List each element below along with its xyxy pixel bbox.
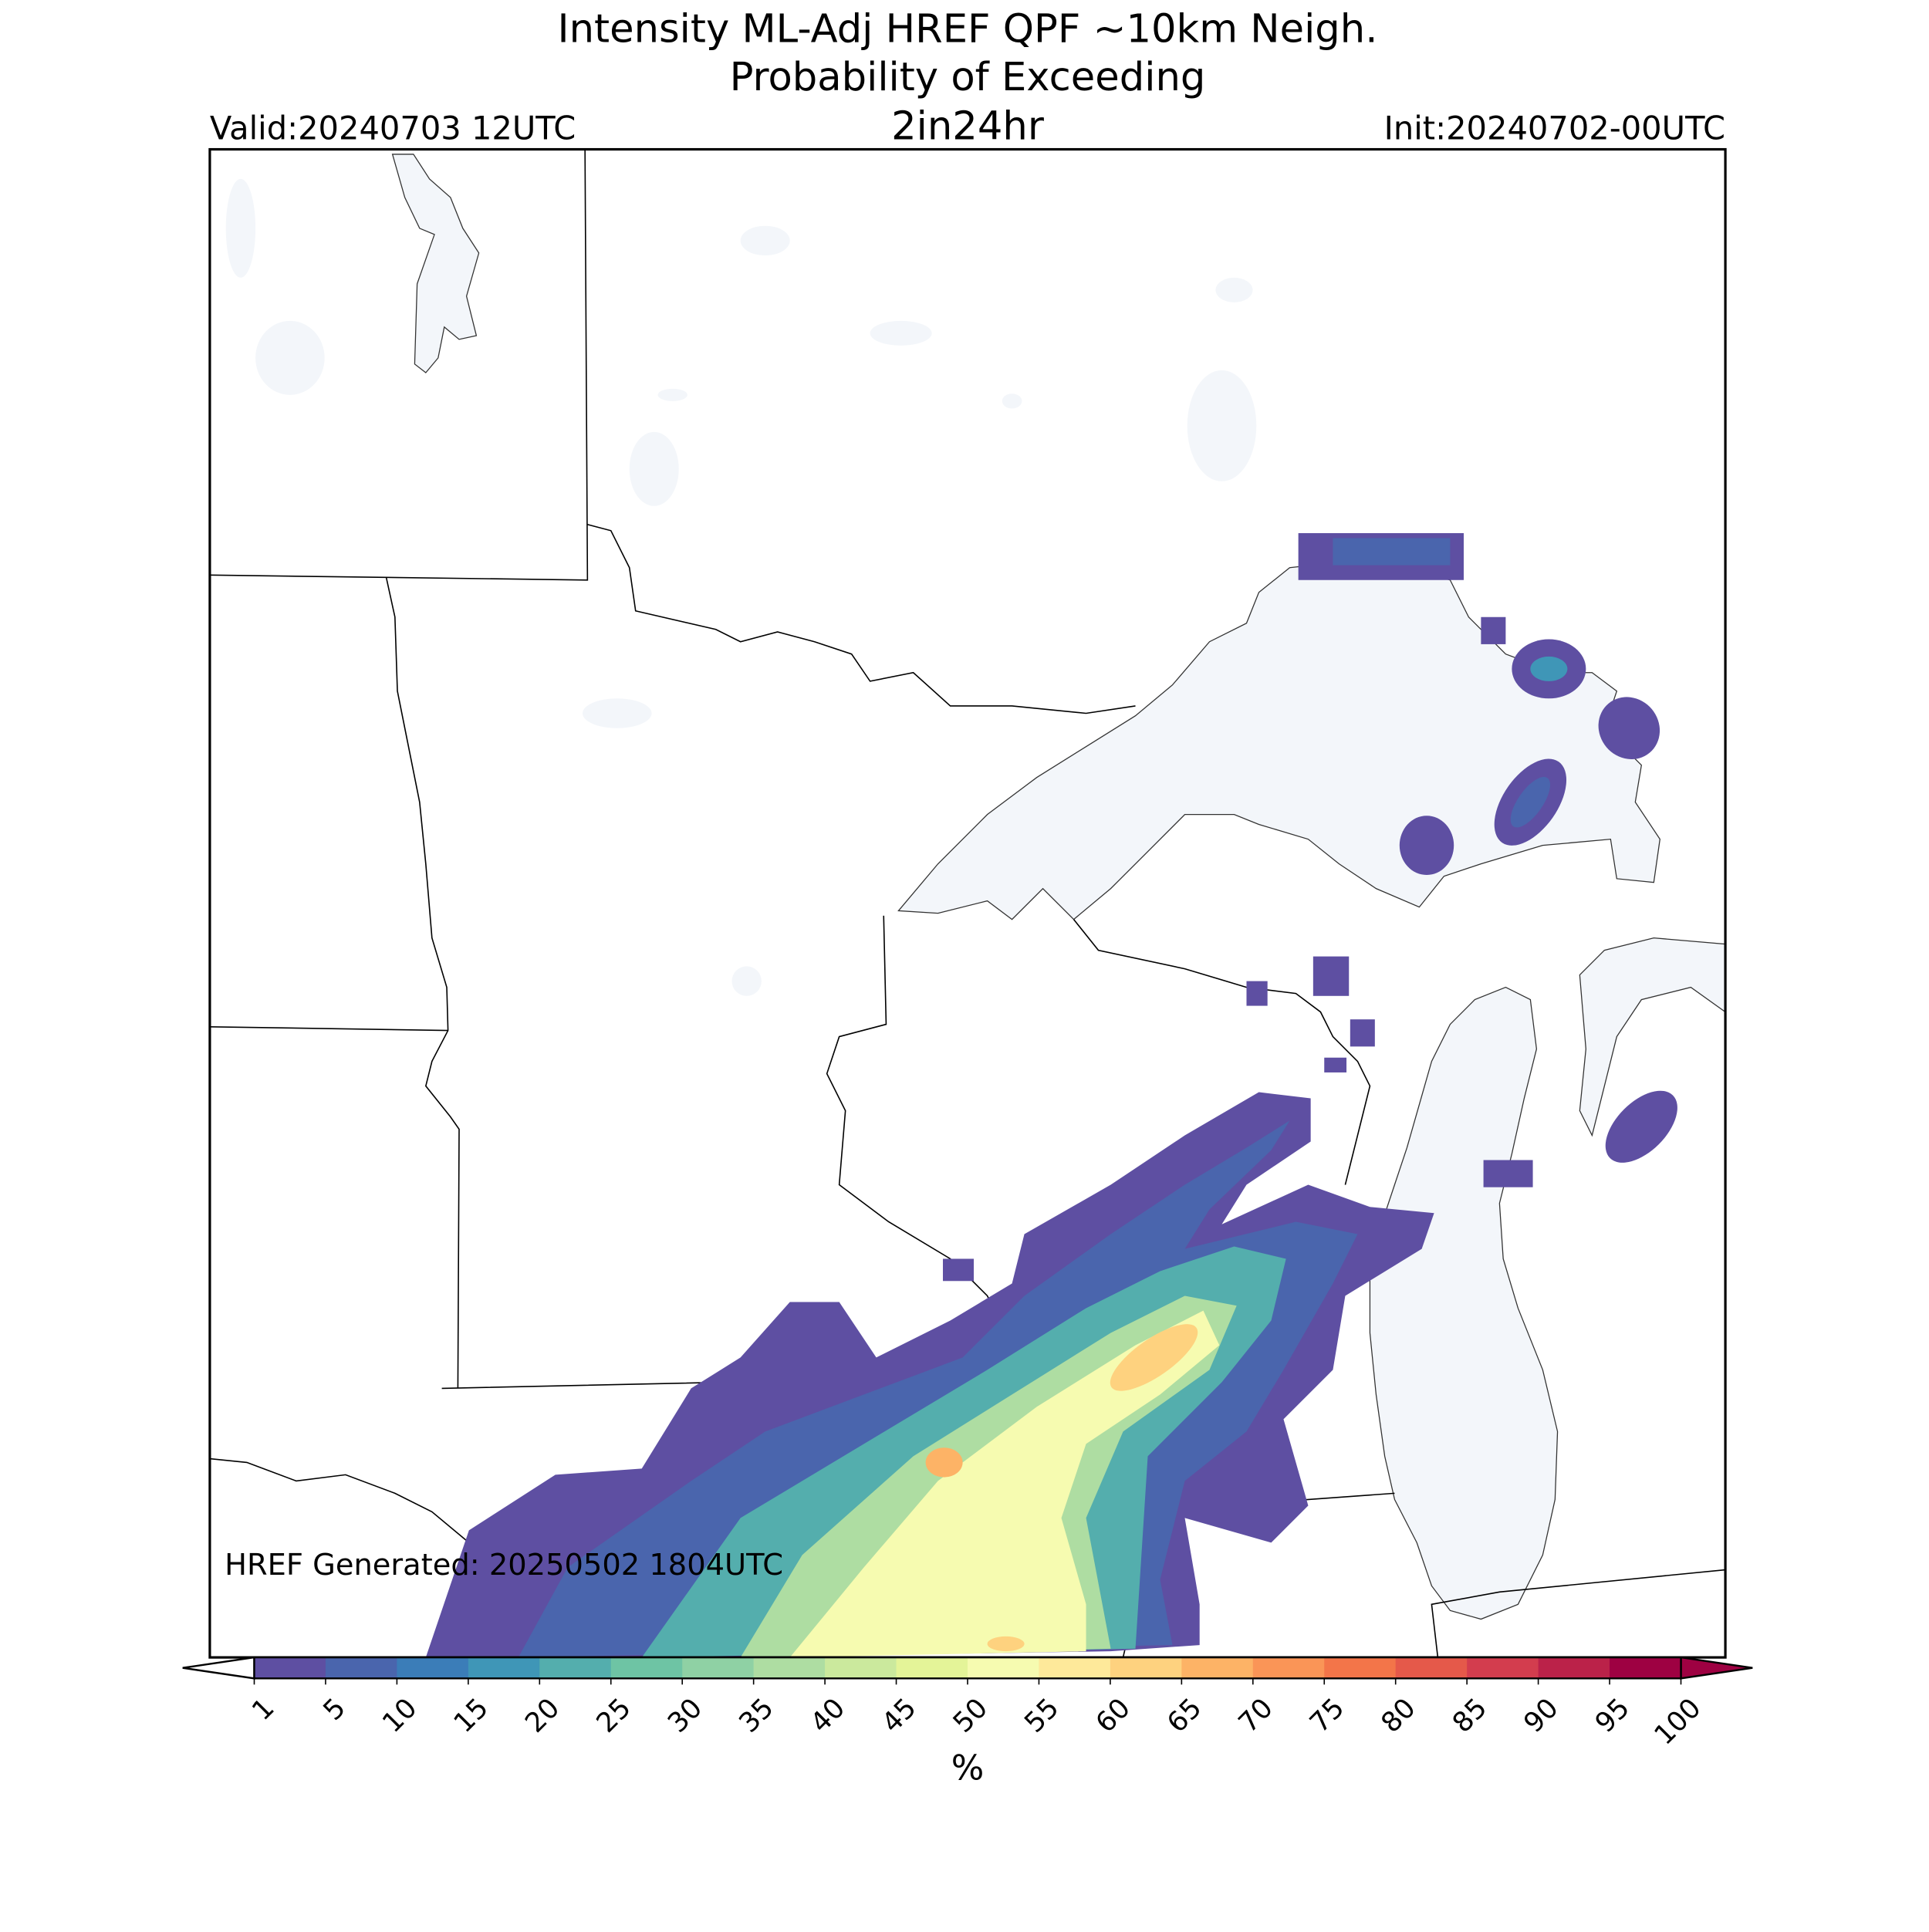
colorbar-tick-label: 95 — [1589, 1692, 1636, 1739]
colorbar-segment — [1610, 1657, 1681, 1679]
colorbar-tick-label: 70 — [1232, 1692, 1279, 1739]
colorbar-tick-label: 55 — [1019, 1692, 1066, 1739]
colorbar-over — [1680, 1656, 1753, 1680]
colorbar-segment — [468, 1657, 540, 1679]
colorbar-segment — [896, 1657, 968, 1679]
colorbar-tick-label: 75 — [1304, 1692, 1351, 1739]
colorbar-tick-label: 40 — [805, 1692, 852, 1739]
colorbar-segment — [682, 1657, 755, 1679]
valid-time: Valid:20240703 12UTC — [210, 110, 576, 147]
colorbar-tick-label: 100 — [1648, 1692, 1707, 1751]
colorbar-segment — [1395, 1657, 1468, 1679]
small-lakes — [225, 178, 1257, 996]
colorbar-tick-label: 15 — [448, 1692, 495, 1739]
colorbar: 1 5 10 15 20 25 30 35 40 45 50 55 60 65 70 75 80 85 90 95 10… — [182, 1656, 1753, 1751]
colorbar-segment — [1324, 1657, 1397, 1679]
init-time: Init:20240702-00UTC — [1384, 110, 1725, 147]
colorbar-segment — [610, 1657, 683, 1679]
colorbar-segment — [1110, 1657, 1182, 1679]
colorbar-segment — [397, 1657, 469, 1679]
colorbar-tick-label: 80 — [1375, 1692, 1422, 1739]
colorbar-tick-label: 5 — [317, 1692, 352, 1727]
colorbar-tick-label: 60 — [1089, 1692, 1137, 1739]
colorbar-tick-label: 25 — [590, 1692, 637, 1739]
colorbar-segment — [1467, 1657, 1539, 1679]
colorbar-tick-label: 50 — [947, 1692, 994, 1739]
colorbar-segment — [254, 1657, 326, 1679]
colorbar-tick-label: 20 — [519, 1692, 566, 1739]
colorbar-tick-label: 65 — [1161, 1692, 1208, 1739]
colorbar-under — [182, 1656, 255, 1680]
colorbar-segment — [1039, 1657, 1111, 1679]
colorbar-tick-label: 85 — [1447, 1692, 1494, 1739]
colorbar-tick-label: 35 — [733, 1692, 780, 1739]
colorbar-tick-label: 90 — [1518, 1692, 1565, 1739]
colorbar-segment — [1538, 1657, 1610, 1679]
generated-note: HREF Generated: 20250502 1804UTC — [225, 1548, 783, 1582]
colorbar-segment — [825, 1657, 897, 1679]
subtitle: Probability of Exceeding — [730, 54, 1206, 100]
colorbar-segment — [539, 1657, 612, 1679]
colorbar-tick-label: 30 — [662, 1692, 709, 1739]
colorbar-tick-label: 1 — [246, 1692, 281, 1727]
probability-field — [425, 532, 1677, 1658]
map — [209, 149, 1726, 1658]
title: Intensity ML-Adj HREF QPF ~10km Neigh. — [558, 5, 1378, 52]
colorbar-segment — [1252, 1657, 1325, 1679]
colorbar-segment — [967, 1657, 1039, 1679]
colorbar-segment — [1181, 1657, 1254, 1679]
colorbar-label: % — [951, 1747, 985, 1788]
colorbar-tick-label: 45 — [876, 1692, 923, 1739]
colorbar-segment — [325, 1657, 397, 1679]
colorbar-tick-label: 10 — [377, 1692, 424, 1739]
threshold: 2in24hr — [891, 103, 1045, 150]
colorbar-segment — [753, 1657, 826, 1679]
